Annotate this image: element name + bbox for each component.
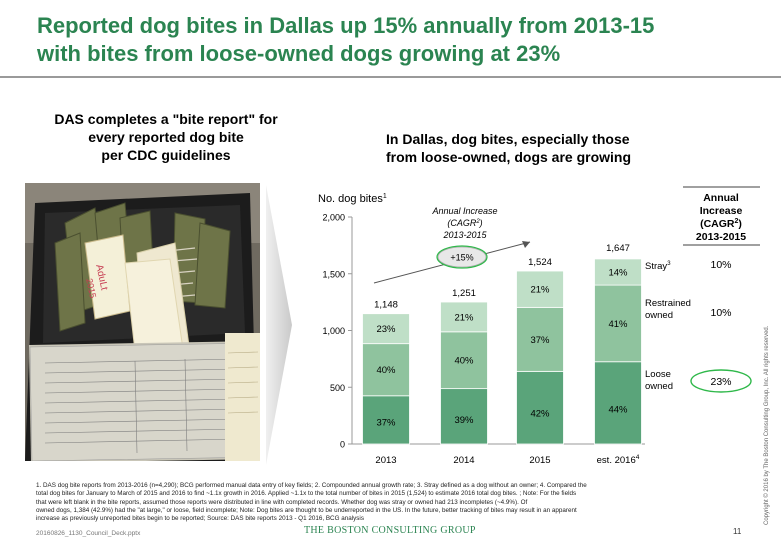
bar-segment-label: 41% (608, 319, 628, 330)
bar-stray (440, 301, 488, 333)
annotation-line-2: (CAGR2) (447, 218, 482, 228)
photo-note-line-2: 2015 (84, 277, 98, 299)
bar-segment-label: 37% (530, 335, 550, 346)
bar-segment-label: 23% (376, 324, 396, 335)
bar-segment-label: 21% (454, 312, 474, 323)
y-axis-label-sup: 1 (383, 193, 387, 200)
bar-segment-label: 42% (530, 408, 550, 419)
dog-bites-chart: No. dog bites1 0 500 1,000 1,500 2,000 37% 40%… (318, 186, 760, 466)
bar-segment-label: 44% (608, 405, 628, 416)
y-tick-label: 2,000 (322, 213, 345, 223)
right-heading: In Dallas, dog bites, especially those f… (386, 130, 686, 166)
cagr-header-line-2: Increase (700, 205, 743, 217)
annotation-bubble (437, 246, 487, 268)
y-axis-label: No. dog bites1 (318, 193, 387, 205)
footnote-line-1: 1. DAS dog bite reports from 2013-2016 (… (36, 482, 587, 489)
cagr-header-sup: 2 (735, 218, 739, 225)
slide-title: Reported dog bites in Dallas up 15% annu… (37, 12, 737, 68)
chevron-arrow-icon (266, 185, 292, 465)
hand-circle (436, 245, 488, 269)
left-heading: DAS completes a "bite report" for every … (22, 110, 310, 164)
hand-circle-cagr (690, 369, 752, 393)
right-heading-line-2: from loose-owned, dogs are growing (386, 149, 632, 165)
bar-segment-label: 14% (608, 268, 628, 279)
bar-restrained-owned (440, 331, 488, 390)
left-heading-line-1: DAS completes a "bite report" for (54, 111, 278, 127)
bar-restrained-owned (362, 343, 410, 397)
left-heading-line-3: per CDC guidelines (101, 147, 231, 163)
legend-loose-line-1: Loose (645, 369, 671, 380)
bar-restrained-owned (516, 306, 564, 372)
copyright-notice: Copyright © 2016 by The Boston Consultin… (764, 325, 770, 525)
bcg-logo: THE BOSTON CONSULTING GROUP (304, 525, 476, 536)
bar-total-label: 1,647 (606, 243, 630, 254)
y-tick-label: 1,000 (322, 326, 345, 336)
legend-stray: Stray3 (645, 261, 671, 272)
legend-stray-sup: 3 (667, 261, 671, 267)
page-number: 11 (733, 527, 742, 536)
y-tick-label: 1,500 (322, 269, 345, 279)
bar-stray (516, 270, 564, 308)
footnote-line-2: total dog bites for January to March of … (36, 490, 577, 498)
legend-loose-line-2: owned (645, 381, 673, 392)
right-heading-line-1: In Dallas, dog bites, especially those (386, 131, 630, 147)
bar-loose-owned (362, 395, 410, 445)
cagr-value-restrained: 10% (710, 307, 731, 319)
x-tick-label: 2015 (529, 455, 550, 466)
title-line-2: with bites from loose-owned dogs growing… (37, 41, 561, 66)
annotation-line-3: 2013-2015 (442, 230, 487, 240)
photo-note-line-1: AduLt (93, 263, 109, 291)
bar-stray (362, 313, 410, 345)
bar-loose-owned (440, 388, 488, 445)
annotation-end: ) (479, 218, 483, 228)
bar-restrained-owned (594, 284, 642, 363)
x-tick-label-sup: 4 (636, 454, 640, 461)
bar-total-label: 1,251 (452, 288, 476, 299)
bar-segment-label: 39% (454, 415, 474, 426)
growth-arrowhead-icon (522, 241, 530, 248)
bar-segment-label: 37% (376, 418, 396, 429)
file-name: 20160826_1130_Council_Deck.pptx (36, 530, 141, 537)
y-tick-label: 500 (330, 383, 345, 393)
bar-total-label: 1,524 (528, 257, 552, 268)
annotation-sup: 2 (475, 219, 480, 225)
photo-illustration: AduLt 2015 (25, 183, 260, 461)
bar-segment-label: 40% (376, 365, 396, 376)
footnote-line-4: owned dogs, 1,384 (42.9%) had the "at la… (36, 506, 577, 514)
cagr-value-stray: 10% (710, 259, 731, 271)
bar-segment-label: 21% (530, 285, 550, 296)
bar-total-label: 1,148 (374, 300, 398, 311)
bar-loose-owned (516, 370, 564, 445)
cagr-value-loose: 23% (710, 376, 731, 388)
cagr-header-line-3: (CAGR2) (700, 218, 742, 230)
footnote-line-3: that were left blank in the bite reports… (36, 498, 528, 506)
cagr-header-line-1: Annual (703, 192, 739, 204)
legend-restrained-line-1: Restrained (645, 298, 691, 309)
title-divider (0, 76, 781, 78)
annotation-line-1: Annual Increase (431, 206, 497, 216)
cagr-header-line-4: 2013-2015 (696, 231, 746, 243)
bar-segment-label: 40% (454, 356, 474, 367)
left-heading-line-2: every reported dog bite (88, 129, 244, 145)
x-tick-label: 2014 (453, 455, 474, 466)
x-tick-label: 2013 (375, 455, 396, 466)
legend-restrained-line-2: owned (645, 310, 673, 321)
y-tick-label: 0 (340, 440, 345, 450)
cagr-header-end: ) (738, 218, 742, 230)
bar-loose-owned (594, 361, 642, 445)
footnote-line-5: increase as previously unreported bites … (36, 515, 364, 523)
bite-report-photo: AduLt 2015 (25, 183, 260, 461)
bar-stray (594, 258, 642, 286)
title-line-1: Reported dog bites in Dallas up 15% annu… (37, 13, 655, 38)
footnotes: 1. DAS dog bite reports from 2013-2016 (… (36, 482, 746, 523)
x-tick-label: est. 20164 (597, 454, 640, 466)
annotation-value: +15% (450, 253, 473, 263)
